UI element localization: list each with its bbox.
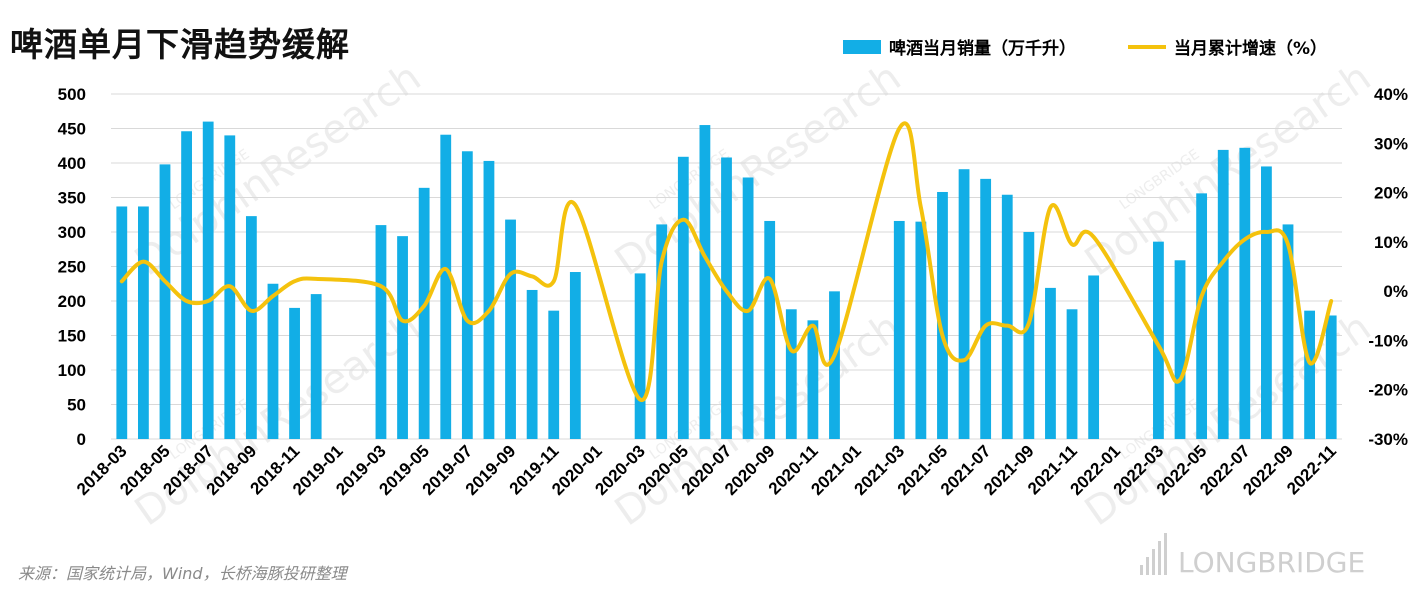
y-left-tick-label: 250 [58, 258, 86, 277]
bar-2022-04 [1174, 260, 1186, 439]
brand-logo-text: LONGBRIDGE [1178, 546, 1365, 579]
bar-2021-08 [1001, 194, 1013, 439]
y-left-tick-label: 150 [58, 327, 86, 346]
bar-2020-11 [807, 320, 819, 439]
bar-2021-06 [958, 169, 970, 439]
bar-2020-05 [677, 156, 689, 440]
y-left-tick-label: 400 [58, 154, 86, 173]
bar-2019-07 [461, 151, 473, 439]
bar-2019-10 [526, 289, 538, 439]
y-right-tick-label: -30% [1368, 430, 1408, 449]
y-left-tick-label: 350 [58, 189, 86, 208]
bar-2019-06 [440, 134, 452, 439]
y-left-tick-label: 200 [58, 292, 86, 311]
bar-2021-10 [1045, 287, 1056, 439]
bar-2022-09 [1282, 224, 1294, 439]
bar-2018-11 [289, 307, 300, 439]
y-left-tick-label: 450 [58, 120, 86, 139]
line-series [119, 121, 1334, 402]
y-left-tick-label: 300 [58, 223, 86, 242]
bar-2019-08 [483, 160, 495, 439]
bar-2019-05 [418, 187, 430, 439]
legend-line-label: 当月累计增速（%） [1174, 38, 1327, 59]
bar-2022-10 [1304, 310, 1316, 439]
y-right-tick-label: -10% [1368, 331, 1408, 350]
bar-2018-04 [138, 206, 149, 439]
y-left-tick-label: 50 [67, 396, 86, 415]
y-left-tick-label: 0 [77, 430, 86, 449]
bar-2021-07 [980, 178, 992, 439]
y-left-tick-label: 100 [58, 361, 86, 380]
source-note: 来源：国家统计局，Wind，长桥海豚投研整理 [18, 564, 347, 583]
legend-bar-swatch [843, 40, 881, 54]
bar-2018-12 [310, 294, 322, 439]
y-right-tick-label: 40% [1374, 85, 1408, 104]
chart-title: 啤酒单月下滑趋势缓解 [10, 25, 350, 64]
bar-2019-09 [505, 219, 516, 439]
legend-bar-label: 啤酒当月销量（万千升） [889, 38, 1076, 59]
bar-series [116, 121, 1337, 440]
bar-2020-09 [764, 220, 776, 439]
left-axis-ticks: 0 50 100 150 200 250 300 350 400 450 500 [58, 85, 86, 449]
bar-2022-05 [1196, 193, 1208, 439]
bar-2018-03 [116, 206, 128, 439]
y-right-tick-label: 20% [1374, 184, 1408, 203]
brand-logo: LONGBRIDGE [1140, 533, 1365, 579]
bar-2022-06 [1217, 149, 1229, 439]
bar-2020-04 [656, 224, 668, 439]
right-axis-ticks: -30% -20% -10% 0% 10% 20% 30% 40% [1368, 85, 1408, 449]
bar-2019-12 [569, 272, 581, 439]
bar-2021-11 [1066, 309, 1078, 439]
bar-2019-03 [375, 225, 387, 439]
bar-2021-03 [893, 220, 905, 439]
bar-2018-06 [181, 131, 192, 439]
y-right-tick-label: 10% [1374, 233, 1408, 252]
bar-2018-07 [202, 121, 214, 439]
growth-line [119, 121, 1334, 402]
bar-2020-08 [742, 177, 754, 440]
bar-2021-12 [1088, 275, 1100, 439]
bar-2022-11 [1325, 315, 1337, 439]
bar-2022-03 [1153, 241, 1164, 439]
bar-2019-04 [397, 236, 408, 439]
bar-2021-05 [937, 191, 948, 439]
bar-2020-03 [634, 273, 646, 439]
bar-2018-05 [159, 164, 171, 439]
bar-2020-12 [829, 291, 840, 439]
y-left-tick-label: 500 [58, 85, 86, 104]
bar-2020-06 [699, 125, 711, 440]
bar-2019-11 [548, 310, 560, 439]
y-right-tick-label: 30% [1374, 134, 1408, 153]
bar-2022-08 [1261, 166, 1272, 439]
bar-2020-10 [785, 309, 797, 439]
bar-2020-07 [721, 157, 732, 440]
bar-2021-04 [915, 221, 927, 439]
y-right-tick-label: 0% [1383, 282, 1408, 301]
bar-2018-09 [245, 216, 257, 439]
legend: 啤酒当月销量（万千升） 当月累计增速（%） [843, 38, 1327, 59]
bar-2018-10 [267, 283, 279, 439]
bar-2022-07 [1239, 147, 1251, 439]
y-right-tick-label: -20% [1368, 381, 1408, 400]
bar-2021-09 [1023, 232, 1035, 439]
